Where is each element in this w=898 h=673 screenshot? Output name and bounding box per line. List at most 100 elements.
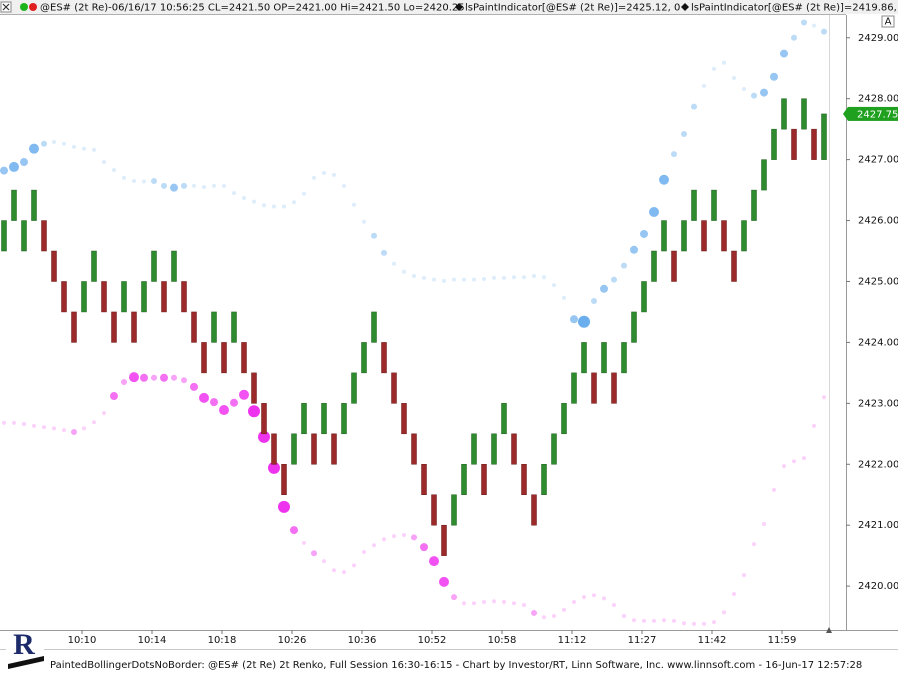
last-price-label: 2427.75 [857,109,898,120]
band-dot [512,601,516,606]
band-dot [242,196,246,201]
band-dot [210,398,218,407]
candle-body [461,464,467,495]
band-dot [611,276,617,283]
band-dot [258,430,270,443]
candle-body [201,342,207,374]
candle-body [551,433,557,465]
candle-body [401,403,407,435]
y-tick-label: 2424.00 [858,337,898,348]
band-dot [672,618,676,623]
header-quote: @ES# (2t Re)-06/16/17 10:56:25 CL=2421.5… [40,3,465,14]
band-dot [562,607,566,612]
candle-body [51,250,57,282]
candle-body [271,433,277,465]
band-dot [542,275,546,280]
band-dot [462,277,466,282]
last-price-arrow [843,106,848,121]
band-dot [462,601,466,606]
band-dot [352,202,356,207]
candle-body [791,128,797,160]
band-dot [322,559,326,564]
band-dot [372,543,376,548]
candle-body [541,464,547,495]
band-dot [302,540,306,545]
candle-body [501,403,507,435]
candle-body [41,220,47,252]
autoscale-button[interactable] [881,15,895,28]
candle-body [581,342,587,374]
candle-body [431,494,437,526]
candle-body [341,403,347,435]
band-dot [342,570,346,575]
candle-body [151,250,157,282]
header-indicator: lsPaintIndicator[@ES# (2t Re)]=2425.12, … [465,3,680,14]
band-dot [62,141,66,146]
band-dot [29,143,39,154]
band-dot [332,172,336,177]
autoscale-label[interactable]: A [885,17,892,28]
candle-body [1,220,7,252]
band-dot [780,49,788,58]
band-dot [732,592,736,597]
band-dot [302,191,306,196]
band-dot [72,144,76,149]
y-tick-label: 2427.00 [858,155,898,166]
band-dot [282,204,286,209]
candle-body [601,342,607,374]
candle-body [211,311,217,343]
candle-body [731,250,737,282]
band-dot [121,379,127,386]
candle-body [671,250,677,282]
band-dot [52,139,56,144]
band-dot [722,610,726,615]
band-dot [181,182,187,189]
band-dot [230,398,238,407]
candle-body [101,281,107,313]
candle-body [631,311,637,343]
candle-body [171,250,177,282]
candle-body [381,342,387,374]
band-dot [512,275,516,280]
band-dot [751,92,757,99]
band-dot [439,576,449,587]
band-dot [22,422,26,427]
band-dot [422,275,426,280]
candle-body [391,372,397,404]
header-bar [0,0,898,14]
y-tick-label: 2423.00 [858,398,898,409]
candle-body [291,433,297,465]
band-dot [492,275,496,280]
band-dot [42,425,46,430]
band-dot [192,183,196,188]
candle-body [441,524,447,556]
band-dot [442,278,446,283]
candle-body [511,433,517,465]
band-dot [82,146,86,151]
band-dot [659,174,669,185]
band-dot [502,599,506,604]
band-dot [652,618,656,623]
band-dot [602,596,606,601]
candle-body [111,311,117,343]
band-dot [362,219,366,224]
header-indicator: lsPaintIndicator[@ES# (2t Re)]=2419.86, … [691,3,898,14]
x-tick-label: 10:18 [208,635,237,646]
candle-body [571,372,577,404]
band-dot [352,563,356,568]
candle-body [161,281,167,313]
candle-body [491,433,497,465]
band-dot [472,277,476,282]
candle-body [781,98,787,130]
band-dot [630,245,638,254]
candle-body [621,342,627,374]
band-dot [142,179,146,184]
band-dot [190,382,198,391]
band-dot [752,542,756,547]
candle-body [811,128,817,160]
candle-body [751,189,757,221]
band-dot [552,613,556,618]
band-dot [522,603,526,608]
band-dot [692,621,696,626]
candle-body [311,433,317,465]
